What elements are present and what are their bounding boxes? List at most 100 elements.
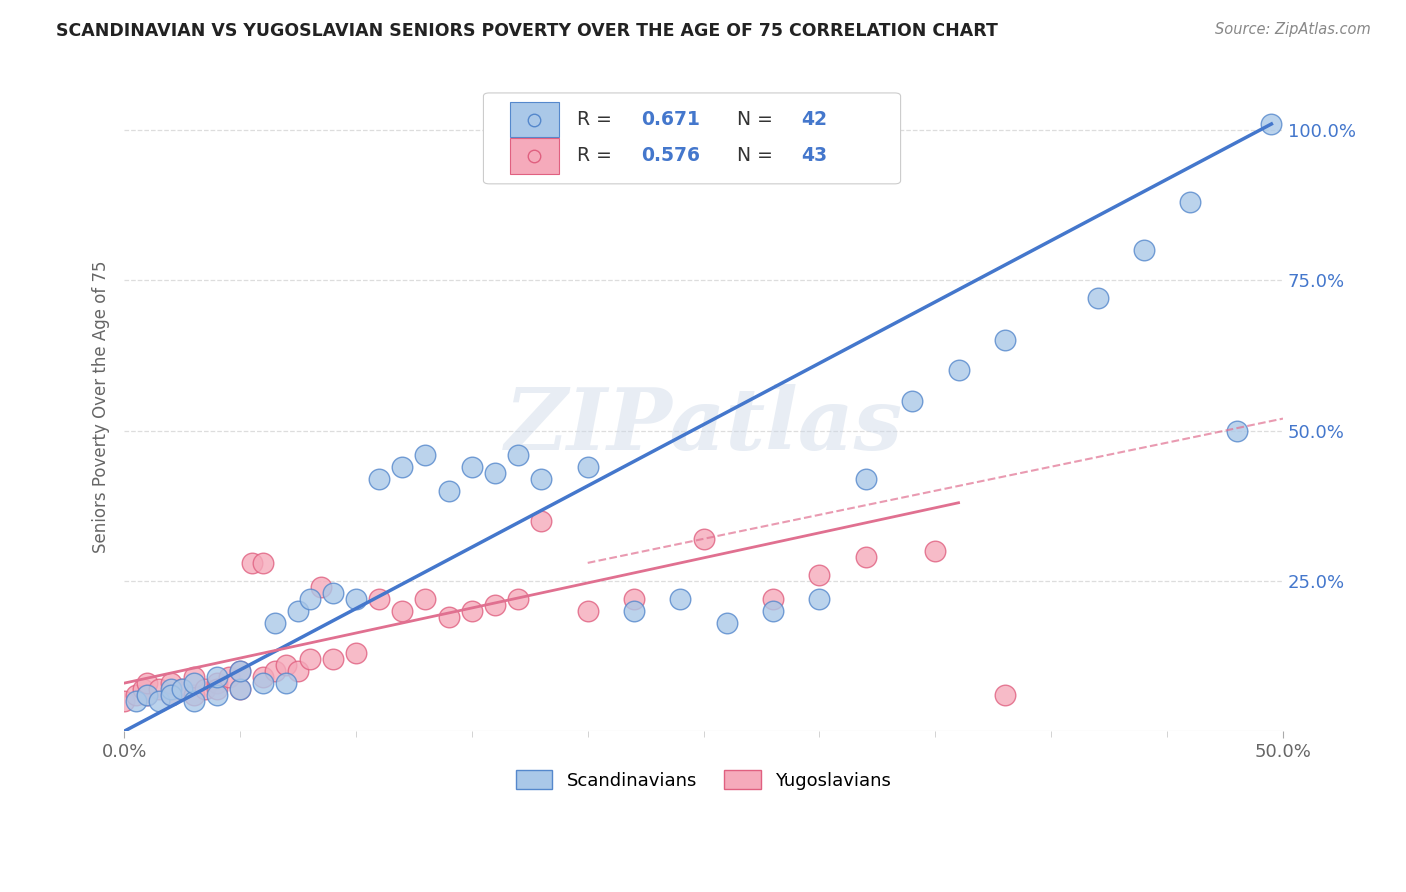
Point [623, 604, 645, 618]
Point [437, 610, 460, 624]
Point [994, 688, 1017, 702]
Point [148, 694, 170, 708]
Point [125, 694, 148, 708]
Text: R =: R = [578, 110, 619, 129]
Point [125, 688, 148, 702]
Point [508, 448, 530, 462]
Point [298, 591, 321, 606]
Point [183, 670, 205, 684]
Point [948, 363, 970, 377]
Point [183, 694, 205, 708]
Point [391, 459, 413, 474]
FancyBboxPatch shape [510, 102, 558, 137]
Point [1133, 244, 1156, 258]
Point [309, 580, 332, 594]
Text: 43: 43 [801, 146, 827, 165]
Text: 0.576: 0.576 [641, 146, 700, 165]
Text: SCANDINAVIAN VS YUGOSLAVIAN SENIORS POVERTY OVER THE AGE OF 75 CORRELATION CHART: SCANDINAVIAN VS YUGOSLAVIAN SENIORS POVE… [56, 22, 998, 40]
Point [368, 591, 391, 606]
Point [136, 676, 159, 690]
Text: R =: R = [578, 146, 619, 165]
Point [229, 664, 252, 678]
Point [322, 652, 344, 666]
Point [461, 459, 484, 474]
Point [159, 688, 181, 702]
Point [415, 448, 437, 462]
Point [623, 591, 645, 606]
Point [172, 682, 194, 697]
FancyBboxPatch shape [510, 138, 558, 174]
Point [205, 682, 228, 697]
Point [415, 591, 437, 606]
Point [276, 676, 298, 690]
Point [194, 682, 217, 697]
Point [263, 615, 285, 630]
Point [484, 466, 506, 480]
Point [576, 459, 599, 474]
Point [298, 652, 321, 666]
Point [530, 472, 553, 486]
Point [229, 682, 252, 697]
Point [159, 682, 181, 697]
Point [808, 591, 831, 606]
Point [994, 334, 1017, 348]
Point [576, 604, 599, 618]
Point [205, 676, 228, 690]
Point [205, 670, 228, 684]
Text: N =: N = [737, 146, 779, 165]
Text: N =: N = [737, 110, 779, 129]
Point [136, 688, 159, 702]
Point [159, 676, 181, 690]
Text: 0.671: 0.671 [641, 110, 700, 129]
Point [132, 682, 155, 697]
Point [252, 556, 274, 570]
Point [136, 688, 159, 702]
Point [183, 688, 205, 702]
Point [205, 688, 228, 702]
Point [218, 670, 240, 684]
Point [229, 682, 252, 697]
Point [287, 604, 309, 618]
Point [1087, 291, 1109, 305]
Y-axis label: Seniors Poverty Over the Age of 75: Seniors Poverty Over the Age of 75 [93, 260, 110, 553]
Point [240, 556, 263, 570]
Point [762, 604, 785, 618]
Point [855, 549, 877, 564]
Point [276, 658, 298, 673]
Point [148, 682, 170, 697]
Point [159, 688, 181, 702]
Point [1226, 424, 1249, 438]
Point [901, 393, 924, 408]
Point [855, 472, 877, 486]
Point [1180, 195, 1202, 210]
Point [183, 676, 205, 690]
Point [530, 514, 553, 528]
Point [344, 591, 367, 606]
Point [484, 598, 506, 612]
Point [112, 694, 135, 708]
Point [1260, 117, 1282, 131]
Point [716, 615, 738, 630]
Point [808, 568, 831, 582]
Point [692, 532, 714, 546]
Point [391, 604, 413, 618]
Point [263, 664, 285, 678]
Point [508, 591, 530, 606]
Point [172, 682, 194, 697]
Point [252, 670, 274, 684]
Legend: Scandinavians, Yugoslavians: Scandinavians, Yugoslavians [509, 763, 898, 797]
FancyBboxPatch shape [484, 93, 901, 184]
Point [461, 604, 484, 618]
Point [287, 664, 309, 678]
Text: 42: 42 [801, 110, 827, 129]
Point [762, 591, 785, 606]
Text: Source: ZipAtlas.com: Source: ZipAtlas.com [1215, 22, 1371, 37]
Point [229, 664, 252, 678]
Point [344, 646, 367, 660]
Point [669, 591, 692, 606]
Point [924, 544, 946, 558]
Text: ZIPatlas: ZIPatlas [505, 384, 903, 467]
Point [368, 472, 391, 486]
Point [437, 483, 460, 498]
Point [322, 586, 344, 600]
